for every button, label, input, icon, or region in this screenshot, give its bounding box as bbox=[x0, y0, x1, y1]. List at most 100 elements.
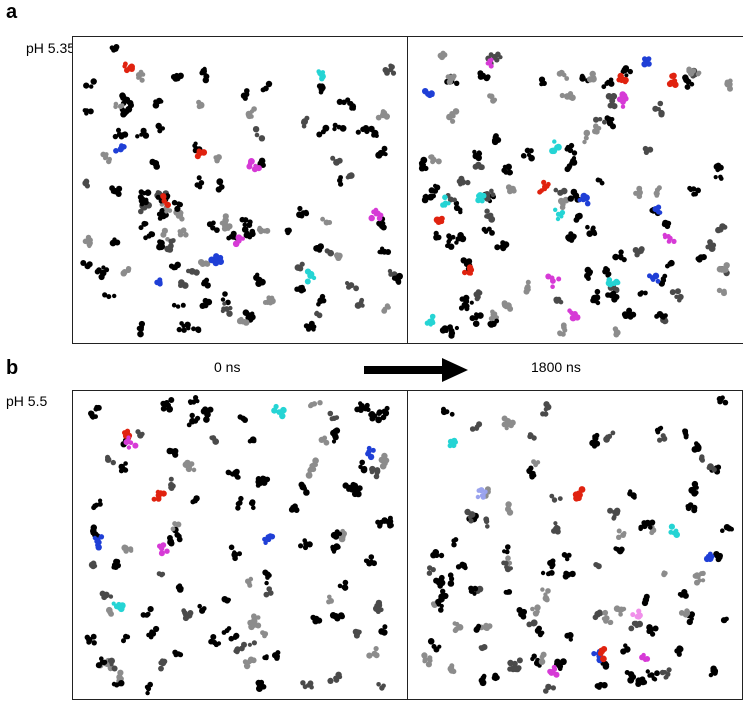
particle bbox=[264, 654, 269, 659]
cluster bbox=[678, 608, 691, 618]
particle bbox=[196, 148, 202, 154]
particle bbox=[190, 499, 196, 505]
particle bbox=[382, 410, 390, 417]
particle bbox=[475, 289, 481, 295]
particle bbox=[157, 281, 163, 286]
particle bbox=[560, 331, 566, 337]
particle bbox=[442, 592, 449, 600]
particle bbox=[255, 476, 262, 482]
cluster bbox=[716, 287, 727, 297]
particle bbox=[186, 268, 191, 274]
particle bbox=[547, 668, 553, 675]
particle bbox=[288, 506, 296, 513]
particle bbox=[568, 231, 574, 237]
particle bbox=[647, 273, 652, 279]
particle bbox=[105, 454, 111, 460]
particle bbox=[570, 188, 578, 196]
particle bbox=[643, 290, 648, 296]
particle bbox=[247, 580, 252, 585]
particle bbox=[302, 544, 309, 551]
particle bbox=[437, 52, 444, 59]
particle bbox=[257, 480, 263, 487]
panel-b-frame-0ns-scene bbox=[84, 395, 394, 696]
particle bbox=[652, 625, 659, 632]
particle bbox=[592, 435, 599, 442]
particle bbox=[329, 612, 337, 619]
cluster bbox=[102, 292, 117, 300]
particle bbox=[603, 435, 610, 443]
particle bbox=[688, 611, 695, 618]
particle bbox=[624, 73, 629, 78]
particle bbox=[349, 105, 355, 111]
particle bbox=[584, 195, 589, 200]
particle bbox=[713, 551, 720, 558]
particle bbox=[219, 220, 225, 226]
cluster bbox=[682, 428, 689, 440]
particle bbox=[695, 187, 701, 194]
particle bbox=[488, 215, 496, 223]
particle bbox=[222, 301, 227, 306]
particle bbox=[433, 234, 440, 241]
particle bbox=[302, 538, 307, 543]
particle bbox=[721, 288, 727, 294]
cluster bbox=[196, 99, 205, 110]
particle bbox=[482, 625, 488, 631]
particle bbox=[636, 608, 642, 614]
cluster bbox=[447, 663, 457, 675]
cluster bbox=[186, 412, 201, 428]
particle bbox=[594, 288, 601, 295]
cluster bbox=[559, 91, 576, 101]
particle bbox=[303, 323, 310, 329]
cluster bbox=[564, 142, 575, 154]
cluster bbox=[316, 83, 326, 95]
particle bbox=[138, 225, 144, 231]
particle bbox=[104, 155, 109, 160]
particle bbox=[99, 590, 106, 597]
particle bbox=[428, 187, 435, 194]
particle bbox=[234, 474, 240, 480]
cluster bbox=[186, 326, 202, 334]
particle bbox=[200, 149, 208, 156]
particle bbox=[439, 603, 444, 609]
particle bbox=[451, 538, 457, 544]
cluster bbox=[456, 175, 471, 187]
particle bbox=[83, 82, 90, 89]
cluster bbox=[603, 430, 616, 443]
particle bbox=[370, 416, 375, 421]
particle bbox=[161, 194, 167, 200]
particle bbox=[606, 271, 612, 277]
particle bbox=[518, 611, 524, 618]
cluster bbox=[487, 318, 500, 328]
particle bbox=[638, 246, 645, 253]
particle bbox=[534, 604, 541, 611]
cluster bbox=[446, 108, 460, 124]
cluster bbox=[342, 481, 357, 493]
cluster bbox=[677, 589, 689, 599]
particle bbox=[627, 490, 633, 497]
particle bbox=[99, 656, 104, 661]
particle bbox=[607, 507, 614, 514]
particle bbox=[587, 271, 593, 276]
particle bbox=[458, 182, 463, 187]
particle bbox=[650, 277, 656, 282]
particle bbox=[390, 70, 397, 76]
particle bbox=[244, 88, 250, 94]
cluster bbox=[95, 656, 108, 669]
particle bbox=[273, 403, 279, 410]
cluster bbox=[421, 652, 433, 668]
cluster bbox=[233, 645, 245, 655]
particle bbox=[660, 433, 666, 439]
particle bbox=[168, 238, 174, 245]
particle bbox=[373, 652, 380, 659]
particle bbox=[317, 400, 323, 406]
particle bbox=[666, 80, 674, 88]
particle bbox=[563, 553, 568, 558]
particle bbox=[550, 284, 555, 289]
particle bbox=[645, 669, 650, 674]
cluster bbox=[453, 200, 463, 215]
particle bbox=[91, 640, 97, 646]
cluster bbox=[705, 239, 717, 253]
cluster bbox=[478, 644, 488, 652]
particle bbox=[668, 523, 675, 530]
cluster bbox=[120, 266, 132, 277]
